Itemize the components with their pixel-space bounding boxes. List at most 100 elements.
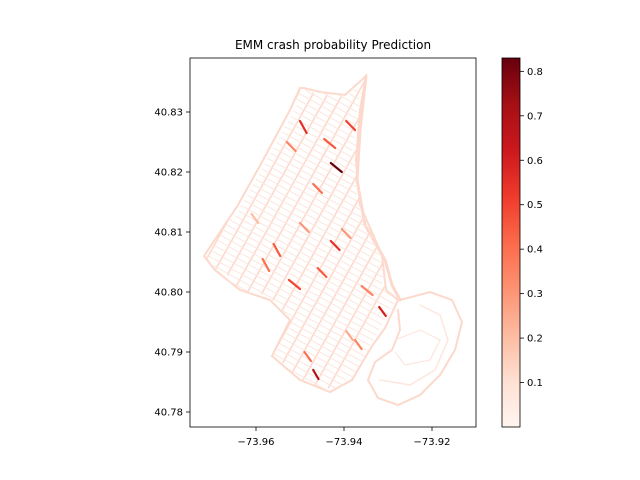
crash-segment xyxy=(272,242,282,258)
street xyxy=(279,137,355,180)
x-axis: −73.96 −73.94 −73.92 xyxy=(237,427,451,448)
street xyxy=(275,197,360,349)
street-network xyxy=(203,73,464,407)
y-axis: 40.78 40.79 40.80 40.81 40.82 40.83 xyxy=(154,108,190,419)
crash-segment xyxy=(285,140,297,153)
y-tick-label: 40.78 xyxy=(154,408,183,419)
street xyxy=(252,184,381,256)
street xyxy=(250,189,383,264)
street xyxy=(258,173,374,238)
street xyxy=(282,337,354,378)
crash-segment xyxy=(340,227,352,240)
street xyxy=(228,280,252,294)
street xyxy=(313,262,384,387)
colorbar xyxy=(501,57,521,428)
street xyxy=(276,348,343,386)
street xyxy=(287,121,355,159)
island-road xyxy=(379,304,449,386)
crash-segment xyxy=(378,305,387,318)
colorbar-tick-label: 0.7 xyxy=(527,111,543,122)
street xyxy=(260,117,360,295)
x-tick-label: −73.92 xyxy=(413,437,450,448)
street xyxy=(348,93,359,100)
chart-title: EMM crash probability Prediction xyxy=(235,38,431,52)
street xyxy=(282,131,358,175)
street xyxy=(222,229,386,320)
crash-segment xyxy=(329,161,343,174)
street xyxy=(226,94,328,276)
y-tick-label: 40.79 xyxy=(154,348,183,359)
crash-segment xyxy=(329,239,341,252)
street xyxy=(219,234,383,326)
crash-segment xyxy=(312,368,320,381)
street xyxy=(302,247,377,381)
street xyxy=(213,265,368,352)
crash-segment xyxy=(323,137,337,150)
colorbar-tick-label: 0.5 xyxy=(527,200,543,211)
street xyxy=(284,126,356,167)
street xyxy=(273,147,358,195)
x-tick-label: −73.96 xyxy=(237,437,274,448)
street xyxy=(241,205,383,284)
y-tick-label: 40.81 xyxy=(154,228,183,239)
street xyxy=(305,89,359,120)
street xyxy=(225,223,389,315)
island-road xyxy=(394,329,441,366)
street xyxy=(264,163,367,221)
crash-segment xyxy=(287,278,302,291)
crash-segment xyxy=(303,350,313,363)
street xyxy=(270,152,359,203)
street xyxy=(279,342,346,381)
crash-segment xyxy=(353,338,363,351)
y-tick-label: 40.83 xyxy=(154,108,183,119)
street xyxy=(244,200,386,279)
island-boundary xyxy=(366,290,464,407)
drive-road xyxy=(355,74,402,302)
street xyxy=(273,353,336,389)
colorbar-ticks: 0.1 0.2 0.3 0.4 0.5 0.6 0.7 0.8 xyxy=(520,67,543,389)
street xyxy=(210,250,374,341)
crash-segment xyxy=(345,119,357,132)
colorbar-tick-label: 0.2 xyxy=(527,334,543,345)
street xyxy=(337,93,361,108)
x-tick-label: −73.94 xyxy=(325,437,362,448)
colorbar-tick-label: 0.3 xyxy=(527,289,543,300)
street xyxy=(207,255,371,347)
crash-segment xyxy=(250,212,260,225)
colorbar-tick-label: 0.4 xyxy=(527,245,543,256)
crash-segment xyxy=(312,182,324,195)
y-tick-label: 40.82 xyxy=(154,168,183,179)
street xyxy=(215,92,315,270)
street xyxy=(247,194,384,271)
colorbar-tick-label: 0.6 xyxy=(527,156,543,167)
street xyxy=(261,168,368,228)
area-boundary xyxy=(203,73,400,394)
crash-segment xyxy=(298,221,310,234)
colorbar-tick-label: 0.1 xyxy=(527,378,543,389)
y-tick-label: 40.80 xyxy=(154,288,183,299)
crash-segment xyxy=(345,329,354,342)
street xyxy=(213,244,377,336)
street xyxy=(295,97,358,133)
plot-frame xyxy=(189,57,477,428)
street xyxy=(288,327,359,368)
street xyxy=(216,239,380,331)
street xyxy=(327,286,386,389)
street xyxy=(285,332,357,373)
street xyxy=(288,368,329,392)
street xyxy=(290,321,362,362)
crash-segments xyxy=(250,119,387,381)
street xyxy=(293,110,356,146)
street xyxy=(238,210,393,297)
street xyxy=(297,92,356,126)
crash-segment xyxy=(298,119,308,135)
street xyxy=(228,218,391,310)
crash-segment xyxy=(261,257,271,273)
street xyxy=(351,88,362,95)
colorbar-tick-label: 0.8 xyxy=(527,67,543,78)
crash-segment xyxy=(316,266,328,279)
street xyxy=(276,142,356,187)
street xyxy=(235,215,394,305)
street xyxy=(280,309,365,357)
